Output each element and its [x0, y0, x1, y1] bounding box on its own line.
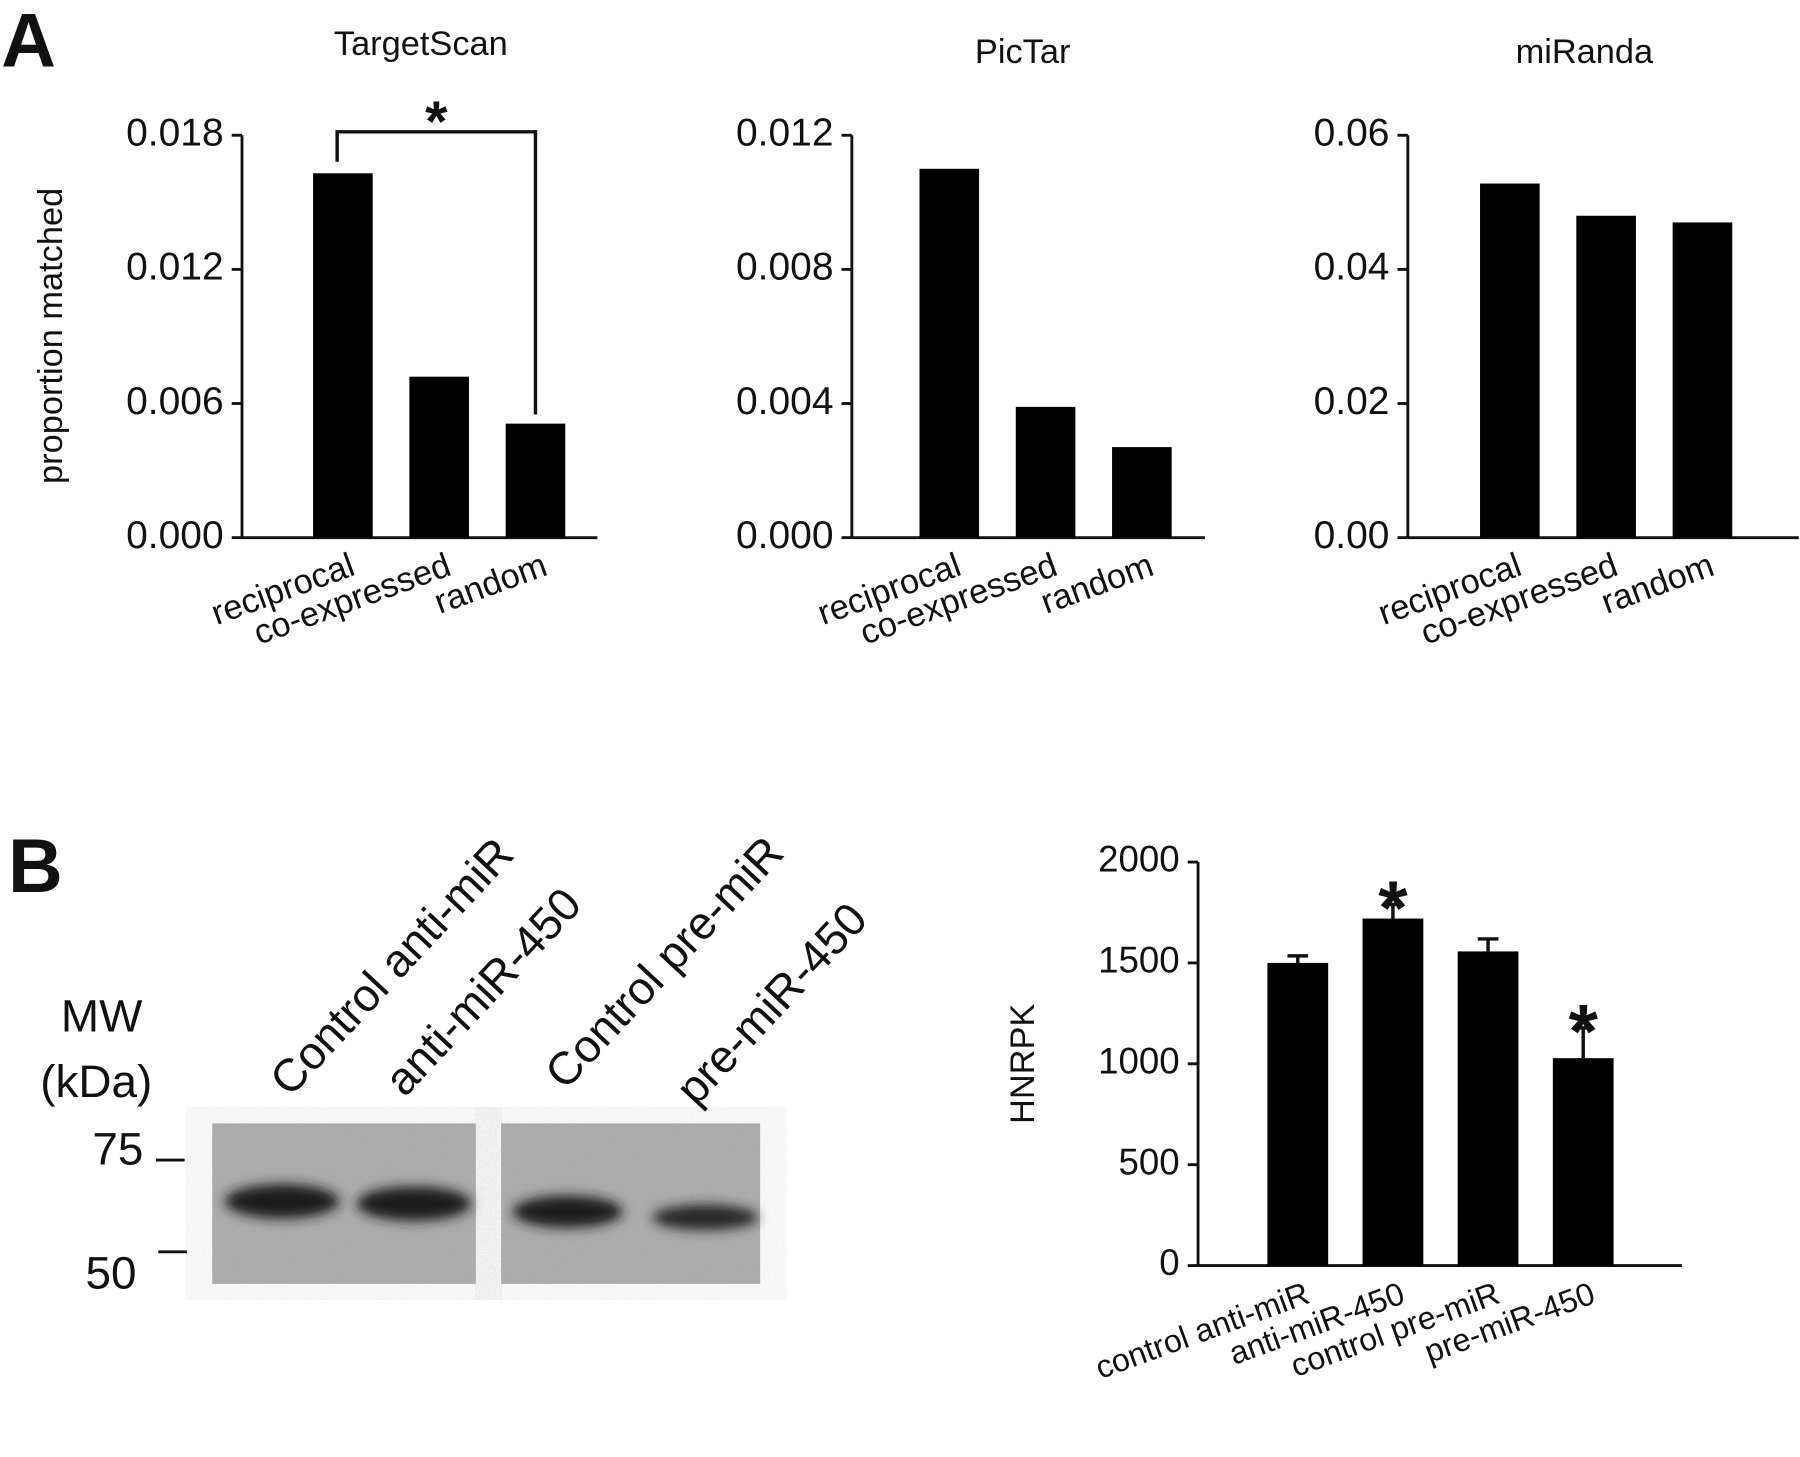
bar	[919, 168, 980, 538]
bar	[505, 423, 566, 538]
mw-label: MW	[61, 990, 143, 1042]
bar	[1480, 183, 1540, 538]
bar	[409, 376, 469, 538]
y-tick-label: 2000	[1098, 839, 1180, 880]
bar	[1576, 215, 1636, 538]
y-tick-label: 0.06	[1314, 112, 1390, 155]
y-tick-label: 0.012	[736, 112, 834, 155]
y-tick-label: 1000	[1098, 1040, 1180, 1081]
bar	[1457, 951, 1519, 1266]
x-tick-label: random	[1596, 546, 1719, 622]
y-tick-label: 0.000	[736, 514, 834, 557]
bar	[1672, 222, 1733, 538]
y-tick-label: 0.000	[126, 514, 224, 557]
panel-label: B	[8, 825, 63, 909]
y-tick-label: 0.018	[126, 112, 224, 155]
significance-bracket	[335, 130, 538, 415]
y-tick-label: 0.02	[1314, 380, 1390, 423]
chart-title: PicTar	[975, 33, 1071, 71]
y-tick-label: 500	[1119, 1141, 1180, 1182]
y-tick-label: 0.004	[736, 380, 834, 423]
x-tick-label: random	[429, 546, 552, 622]
y-axis-label: HNRPK	[1004, 1004, 1042, 1124]
chart-title: miRanda	[1516, 33, 1654, 71]
y-axis-label: proportion matched	[32, 188, 70, 484]
y-tick-label: 0.006	[126, 380, 224, 423]
bar	[1112, 447, 1172, 538]
blot-band	[224, 1184, 340, 1219]
bar	[1267, 962, 1329, 1266]
y-tick-label: 0.012	[126, 246, 224, 289]
panel-label: A	[1, 0, 56, 83]
bar	[1552, 1058, 1614, 1266]
significance-mark: *	[1378, 867, 1408, 951]
bar	[1362, 918, 1424, 1266]
y-tick-label: 0.04	[1314, 246, 1390, 289]
blot-band	[356, 1186, 472, 1221]
marker-label: 75	[92, 1123, 143, 1175]
unit-label: (kDa)	[40, 1055, 152, 1107]
blot-band	[512, 1195, 623, 1228]
y-tick-label: 1500	[1098, 940, 1180, 981]
chart-title: TargetScan	[334, 25, 508, 63]
bar	[1015, 406, 1076, 538]
bar	[313, 173, 373, 538]
y-tick-label: 0.008	[736, 246, 834, 289]
y-tick-label: 0	[1159, 1242, 1179, 1283]
significance-mark: *	[425, 90, 448, 154]
blot: MW (kDa) 75 50 Control anti-miR anti-miR…	[40, 826, 877, 1298]
marker-label: 50	[86, 1246, 137, 1298]
y-tick-label: 0.00	[1314, 514, 1390, 557]
x-tick-label: random	[1036, 546, 1159, 622]
blot-band	[652, 1204, 758, 1231]
significance-mark: *	[1569, 991, 1599, 1075]
